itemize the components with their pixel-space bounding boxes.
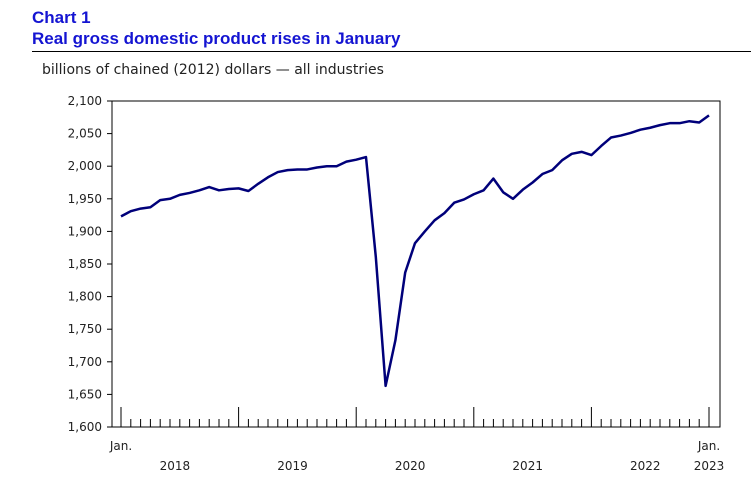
y-tick-label: 1,650: [68, 387, 102, 401]
x-year-label: 2023: [694, 459, 725, 473]
y-tick-label: 2,050: [68, 127, 102, 141]
y-tick-label: 1,750: [68, 322, 102, 336]
chart-header: Chart 1 Real gross domestic product rise…: [32, 7, 751, 52]
y-axis: 2,100 2,050 2,000 1,950 1,900 1,850 1,800 1,750…: [68, 94, 112, 434]
y-tick-label: 1,850: [68, 257, 102, 271]
x-axis-labels: Jan. Jan. 2018 2019 2020 2021 2022 2023: [109, 439, 724, 473]
x-axis: [120, 407, 710, 427]
gdp-series-line: [120, 114, 710, 388]
x-year-label: 2021: [512, 459, 543, 473]
y-tick-label: 2,100: [68, 94, 102, 108]
y-tick-label: 1,600: [68, 420, 102, 434]
x-start-month-label: Jan.: [109, 439, 132, 453]
x-end-month-label: Jan.: [697, 439, 720, 453]
chart-title: Real gross domestic product rises in Jan…: [32, 29, 401, 48]
y-tick-label: 1,700: [68, 355, 102, 369]
y-tick-label: 1,900: [68, 224, 102, 238]
x-year-label: 2018: [160, 459, 191, 473]
y-tick-label: 1,950: [68, 192, 102, 206]
y-axis-unit-label: billions of chained (2012) dollars — all…: [42, 62, 384, 78]
y-tick-label: 2,000: [68, 159, 102, 173]
x-year-label: 2019: [277, 459, 308, 473]
x-year-label: 2022: [630, 459, 661, 473]
plot-area: [111, 100, 721, 428]
series-layer: [120, 114, 710, 388]
chart-number: Chart 1: [32, 8, 91, 27]
x-year-label: 2020: [395, 459, 426, 473]
y-tick-label: 1,800: [68, 290, 102, 304]
